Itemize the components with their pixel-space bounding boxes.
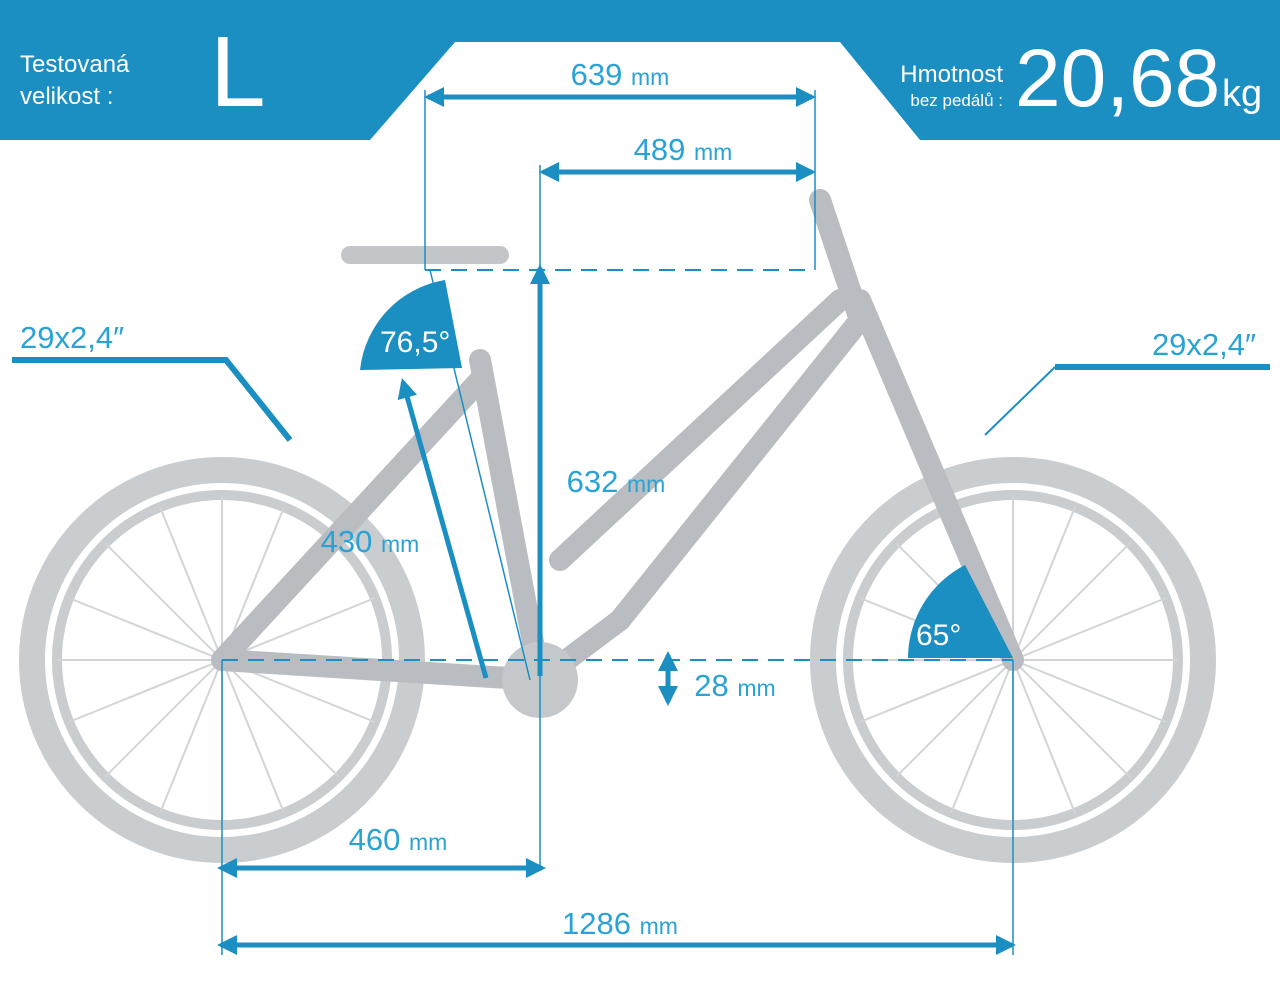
label-part: mm [409, 829, 447, 855]
front-tire: 29x2,4″ [1152, 327, 1256, 362]
label-part: mm [381, 531, 419, 557]
weight-unit: kg [1222, 73, 1262, 115]
label-part: 632 [567, 464, 619, 499]
size-label: Testovaná [20, 51, 130, 78]
guide-lines [221, 90, 1014, 955]
header-banner [0, 0, 1280, 140]
dimension-label: 28 mm [694, 668, 775, 703]
seat-angle: 76,5° [380, 326, 450, 359]
dimension-label: 639 mm [571, 57, 670, 92]
tire-callouts [12, 357, 1270, 442]
label-part: 430 [321, 524, 373, 559]
dimension-label: 632 mm [567, 464, 666, 499]
dimension-label: 1286 mm [562, 906, 678, 941]
weight-note: bez pedálů : [910, 91, 1003, 110]
label-part: 28 [694, 668, 728, 703]
label-part: mm [640, 913, 678, 939]
dimension-label: 460 mm [349, 822, 448, 857]
label-part: 489 [634, 132, 686, 167]
rear-tire: 29x2,4″ [20, 320, 124, 355]
label-part: mm [694, 139, 732, 165]
label-part: mm [737, 675, 775, 701]
dimension-arrows [217, 87, 1016, 955]
label-part: mm [627, 471, 665, 497]
label-part: mm [631, 64, 669, 90]
label-part: 460 [349, 822, 401, 857]
head-angle-wedge [908, 565, 1013, 658]
weight-label: Hmotnost [900, 61, 1003, 88]
dimension-label: 430 mm [321, 524, 420, 559]
bike-illustration [19, 189, 1216, 863]
seat-angle-wedge [360, 280, 462, 370]
label-part: 1286 [562, 906, 631, 941]
dimension-label: 489 mm [634, 132, 733, 167]
size-label: velikost : [20, 83, 113, 110]
weight-value: 20,68 [1015, 33, 1220, 124]
label-part: 639 [571, 57, 623, 92]
head-angle: 65° [916, 619, 961, 652]
size-value: L [210, 16, 266, 128]
